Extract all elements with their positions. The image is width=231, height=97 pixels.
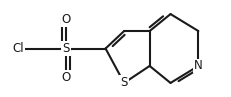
Text: Cl: Cl	[13, 42, 24, 55]
Text: S: S	[120, 76, 127, 89]
Text: O: O	[61, 13, 70, 26]
Text: S: S	[62, 42, 70, 55]
Text: O: O	[61, 71, 70, 84]
Text: N: N	[193, 59, 202, 72]
